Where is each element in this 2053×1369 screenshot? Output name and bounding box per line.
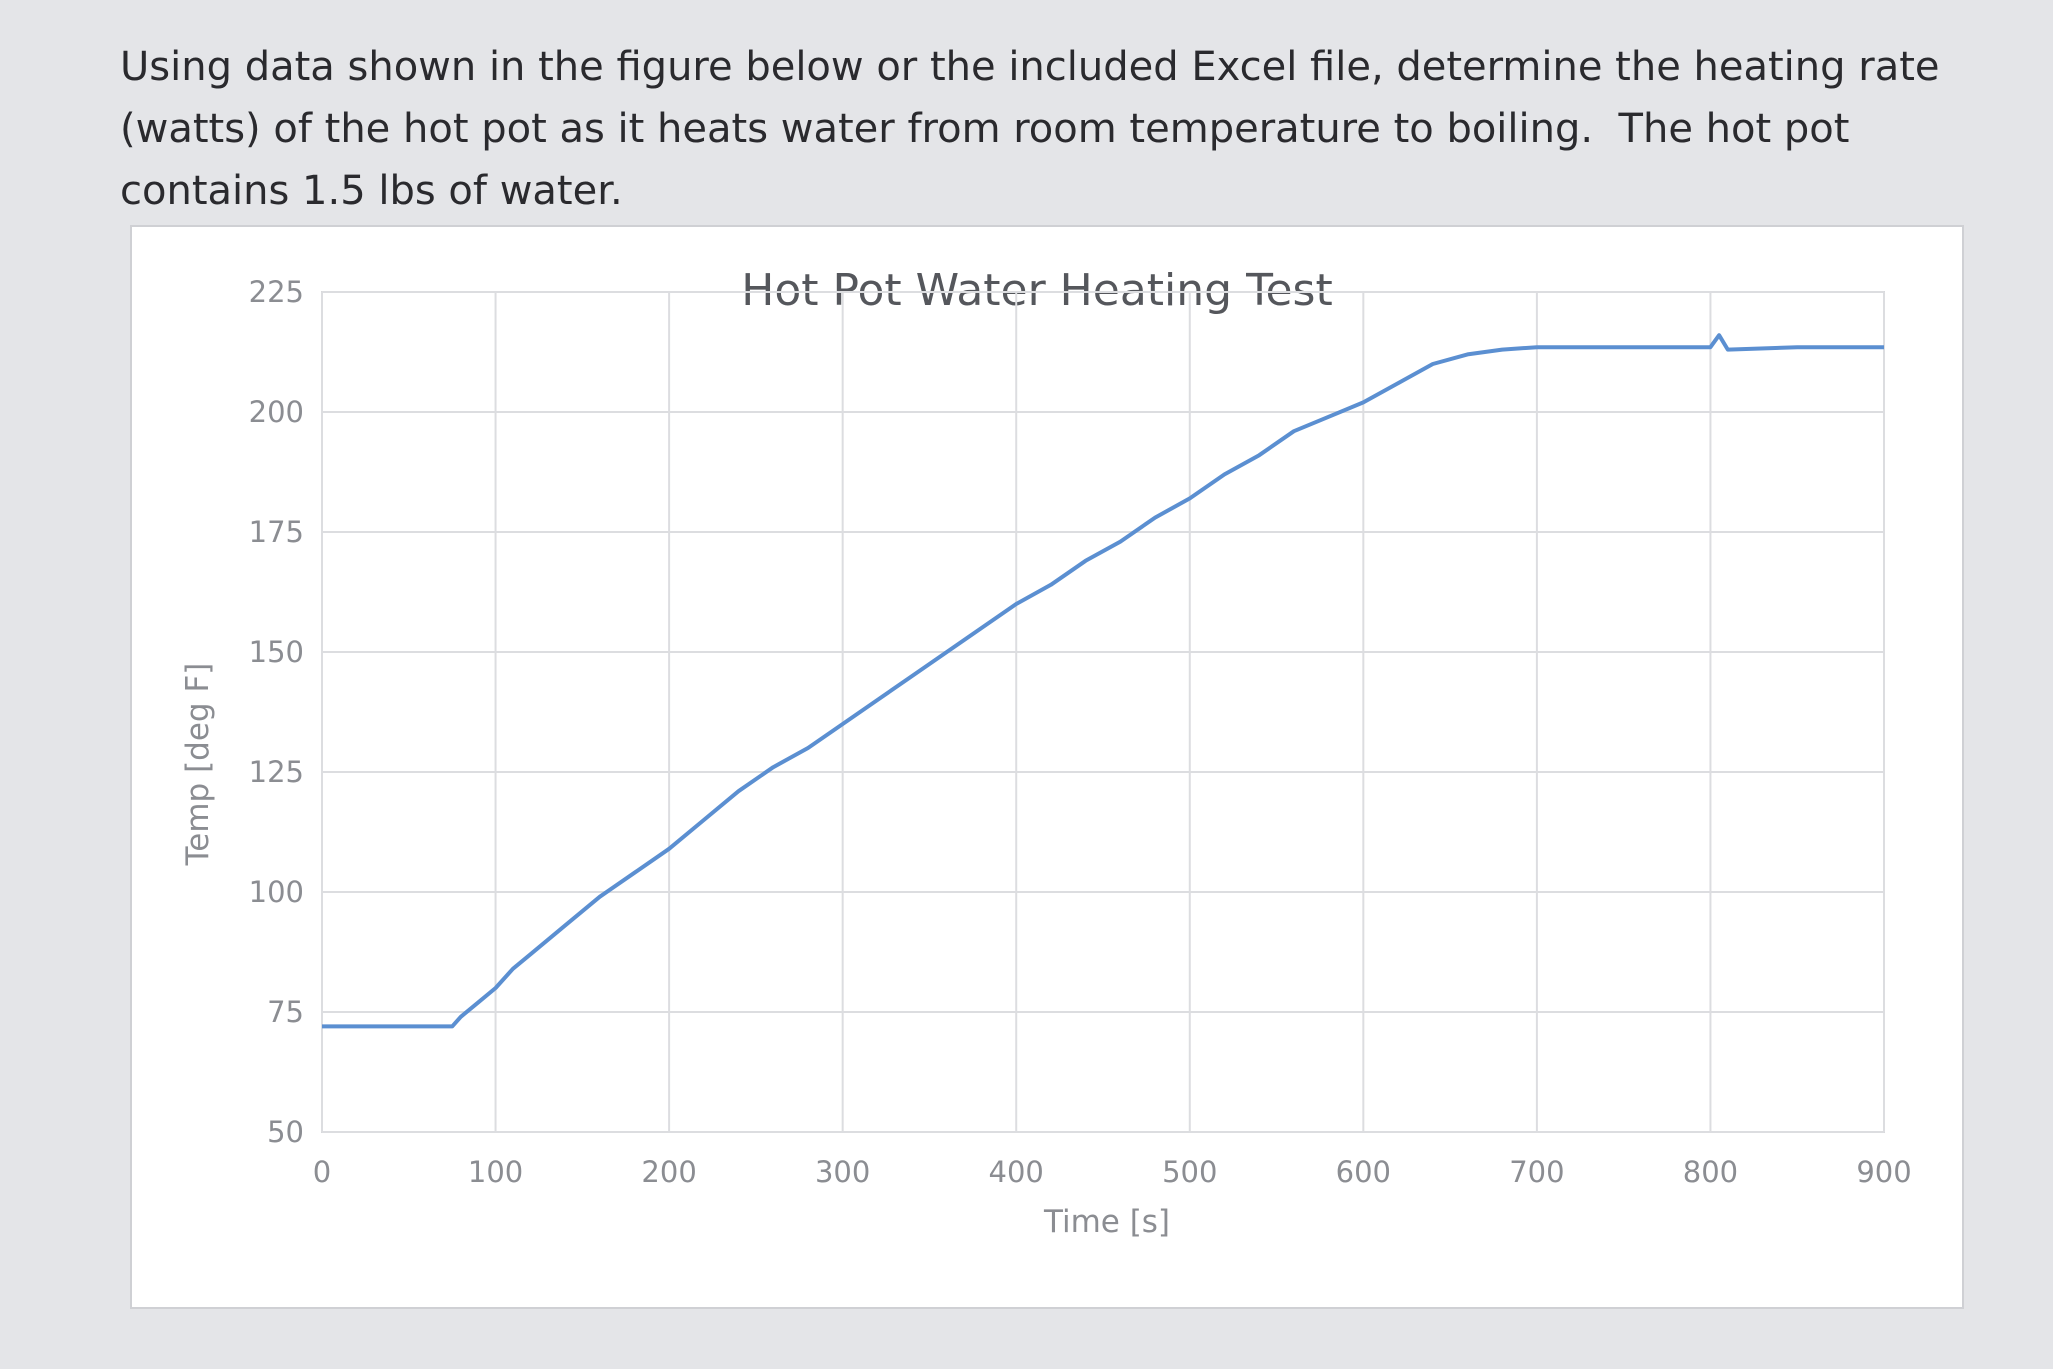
y-tick-label: 200 [249,395,304,429]
x-tick-label: 100 [468,1155,523,1189]
series-layer [322,333,1884,1029]
x-tick-label: 200 [641,1155,696,1189]
plot-area-border [321,291,1885,1133]
x-tick-label: 900 [1856,1155,1911,1189]
y-tick-label: 100 [249,875,304,909]
temperature-series-line [322,333,1884,1029]
x-tick-label: 800 [1683,1155,1738,1189]
y-axis-title: Temp [deg F] [180,663,216,867]
y-tick-labels: 50 75 100 125 150 175 200 225 [249,275,304,1149]
y-tick-label: 125 [249,755,304,789]
grid-lines [321,291,1885,1133]
heating-test-chart: Hot Pot Water Heating Test 50 75 100 125 150… [180,265,1912,1240]
x-tick-labels: 0 100 200 300 400 500 600 700 800 900 [313,1155,1912,1189]
x-tick-label: 700 [1509,1155,1564,1189]
problem-statement: Using data shown in the figure below or … [120,44,1953,214]
y-tick-label: 225 [249,275,304,309]
y-tick-label: 75 [267,995,304,1029]
x-tick-label: 600 [1336,1155,1391,1189]
chart-title: Hot Pot Water Heating Test [741,265,1332,316]
y-tick-label: 150 [249,635,304,669]
y-tick-label: 50 [267,1115,304,1149]
y-tick-label: 175 [249,515,304,549]
x-tick-label: 500 [1162,1155,1217,1189]
x-tick-label: 0 [313,1155,331,1189]
x-axis-title: Time [s] [1043,1204,1170,1240]
x-tick-label: 300 [815,1155,870,1189]
chart-frame: Hot Pot Water Heating Test 50 75 100 125 150… [130,225,1964,1309]
x-tick-label: 400 [989,1155,1044,1189]
